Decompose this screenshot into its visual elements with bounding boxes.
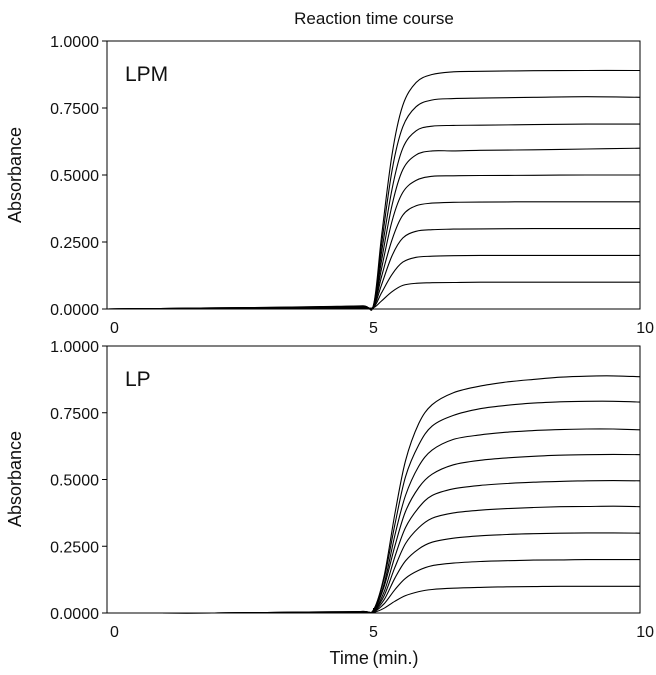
x-tick-label: 0 (110, 320, 119, 337)
panel-bottom: LP Absorbance 0.0000 0.2500 0.5000 0.7500 1.… (5, 339, 654, 641)
plot-frame-bottom (106, 345, 641, 614)
y-tick-label: 1.0000 (50, 339, 99, 356)
x-tick-label: 10 (636, 320, 654, 337)
series-line-top-7 (106, 228, 640, 310)
y-tick-label: 0.2500 (50, 235, 99, 252)
series-line-bottom-1 (107, 375, 641, 614)
y-ticks-bottom: 0.0000 0.2500 0.5000 0.7500 1.0000 (50, 339, 107, 623)
x-axis-label: Time (min.) (330, 648, 419, 668)
chart-title: Reaction time course (294, 9, 454, 28)
series-line-bottom-5 (107, 480, 641, 614)
panel-top: LPM Absorbance 0.0000 0.2500 0.5000 0.7500 1… (5, 34, 654, 337)
series-line-bottom-7 (107, 532, 641, 614)
y-tick-label: 0.5000 (50, 168, 99, 185)
series-line-bottom-9 (107, 585, 640, 614)
x-ticks-bottom: 0 5 10 (106, 608, 654, 641)
y-tick-label: 0.0000 (50, 606, 99, 623)
x-tick-label: 10 (636, 624, 654, 641)
series-line-top-1 (106, 69, 641, 311)
x-tick-label: 5 (369, 320, 378, 337)
panel-label-bottom: LP (125, 368, 151, 391)
y-tick-label: 0.5000 (50, 473, 99, 490)
y-ticks-top: 0.0000 0.2500 0.5000 0.7500 1.0000 (50, 34, 107, 319)
y-axis-label-bottom: Absorbance (5, 431, 25, 527)
series-line-top-2 (106, 96, 641, 311)
y-tick-label: 1.0000 (50, 34, 99, 51)
series-line-bottom-3 (107, 428, 641, 614)
series-group-bottom (107, 375, 641, 614)
x-tick-label: 0 (110, 624, 119, 641)
panel-label-top: LPM (125, 63, 168, 86)
series-line-top-9 (106, 281, 640, 310)
y-tick-label: 0.0000 (50, 302, 99, 319)
series-group-top (106, 69, 641, 311)
series-line-top-5 (106, 174, 640, 310)
y-axis-label-top: Absorbance (5, 127, 25, 223)
x-tick-label: 5 (369, 624, 378, 641)
y-tick-label: 0.2500 (50, 539, 99, 556)
y-tick-label: 0.7500 (50, 406, 99, 423)
y-tick-label: 0.7500 (50, 101, 99, 118)
